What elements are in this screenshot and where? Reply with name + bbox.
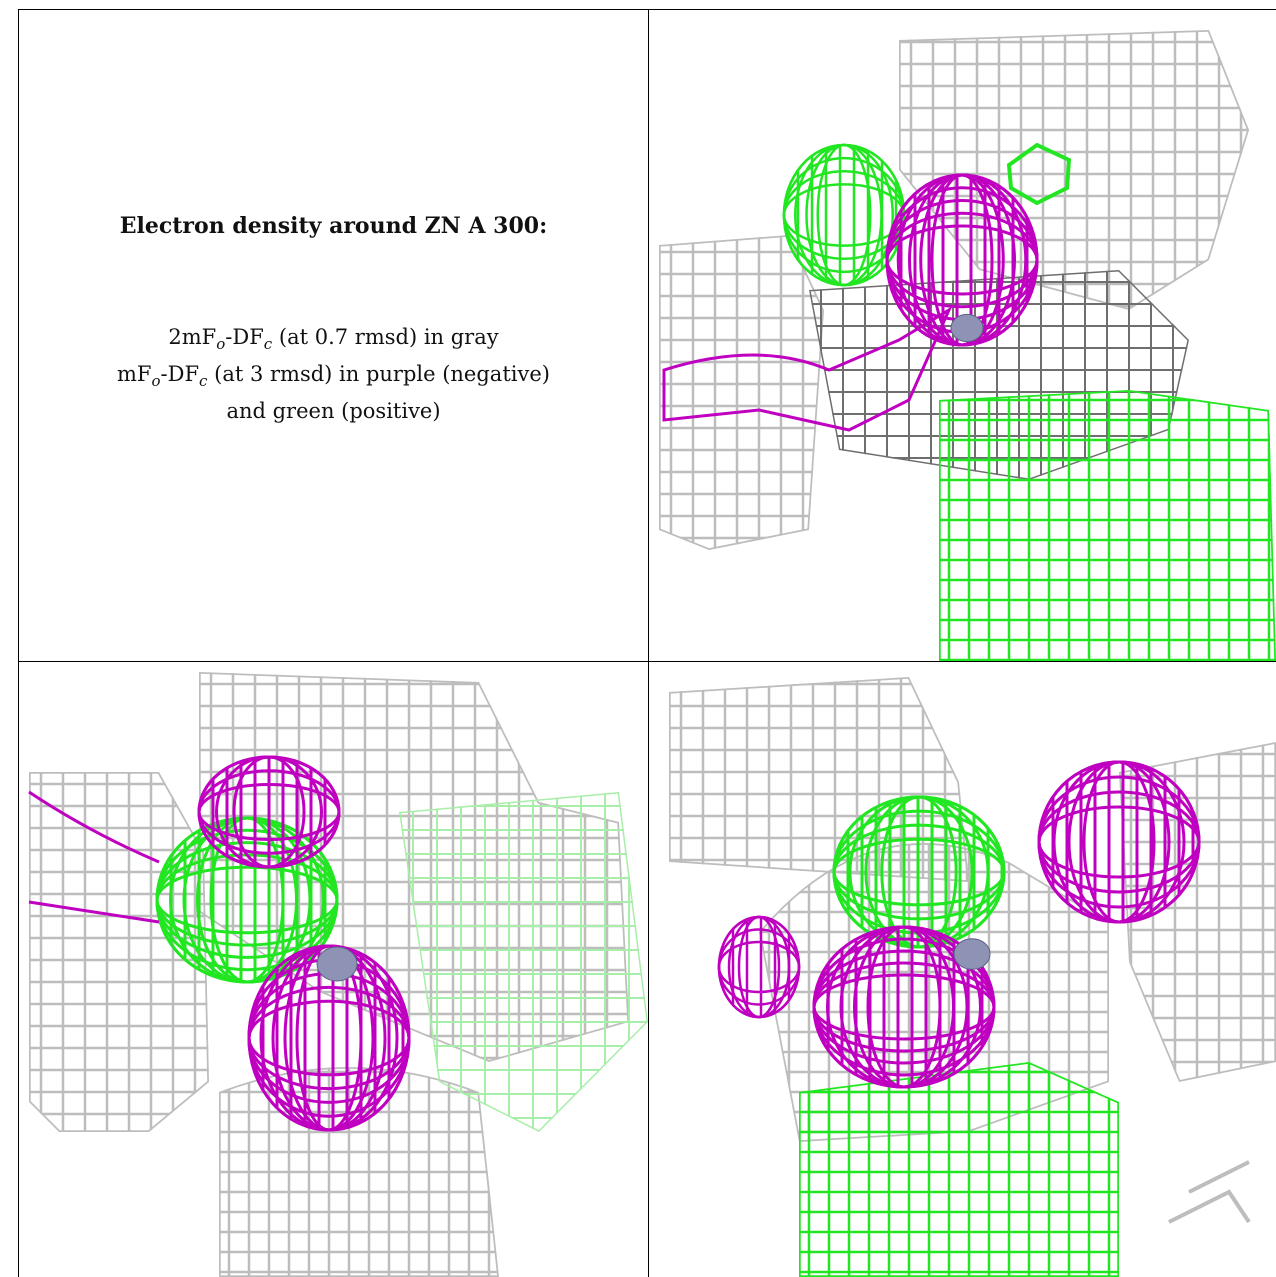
- gray-density-left: [659, 235, 824, 550]
- gray-density-fragment: [1168, 1160, 1251, 1224]
- table-border-top: [19, 9, 1276, 10]
- legend-line-positive: and green (positive): [226, 399, 441, 424]
- green-density-top: [832, 795, 1006, 949]
- legend-title: Electron density around ZN A 300:: [119, 213, 548, 239]
- green-density-small: [1006, 142, 1072, 206]
- gray-density-center: [759, 843, 1109, 1143]
- purple-density-center: [812, 925, 996, 1089]
- gray-density-top: [669, 677, 969, 882]
- zinc-atom: [316, 946, 358, 982]
- legend-text: 2mFo-DFc (at 0.7 rmsd) in gray mFo-DFc (…: [19, 322, 648, 426]
- legend-line-gray: 2mFo-DFc (at 0.7 rmsd) in gray: [168, 325, 499, 354]
- purple-density-strand: [28, 790, 160, 924]
- green-density-bottom: [799, 1062, 1119, 1277]
- green-density-left: [155, 816, 339, 984]
- legend-line-difference: mFo-DFc (at 3 rmsd) in purple (negative): [117, 362, 550, 391]
- density-panel-bottom-left: [19, 662, 648, 1277]
- electron-density-mesh-icon: [659, 30, 1276, 661]
- purple-density-right: [1037, 760, 1201, 924]
- legend-cell: Electron density around ZN A 300: 2mFo-D…: [19, 10, 648, 661]
- purple-density-left: [717, 915, 801, 1019]
- electron-density-mesh-icon: [28, 672, 648, 1277]
- table-border-left: [18, 9, 19, 1277]
- density-panel-top-right: [649, 10, 1276, 661]
- gray-density-right: [1119, 742, 1276, 1082]
- purple-density-strand: [662, 306, 953, 432]
- zinc-atom: [953, 938, 991, 970]
- density-panel-bottom-right: [649, 662, 1276, 1277]
- table-border-mid-horizontal: [19, 661, 1276, 662]
- zinc-atom: [950, 313, 984, 343]
- table-border-mid-vertical: [648, 9, 649, 1277]
- green-density-bottom: [939, 390, 1276, 661]
- green-density-faint: [399, 792, 648, 1132]
- purple-density-upper: [197, 755, 341, 869]
- gray-density-left: [29, 772, 209, 1132]
- electron-density-mesh-icon: [669, 677, 1276, 1277]
